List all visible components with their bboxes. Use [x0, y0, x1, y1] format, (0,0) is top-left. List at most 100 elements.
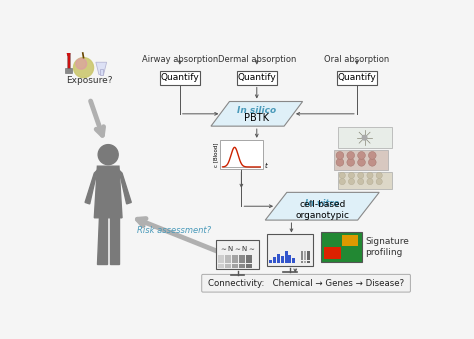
Text: Quantify: Quantify [160, 73, 199, 82]
Text: Quantify: Quantify [237, 73, 276, 82]
FancyBboxPatch shape [337, 71, 377, 84]
Bar [239, 255, 245, 259]
FancyBboxPatch shape [237, 71, 277, 84]
Bar [239, 259, 245, 263]
Text: Exposure?: Exposure? [66, 76, 113, 85]
Bar [218, 259, 224, 263]
Circle shape [347, 152, 355, 159]
Bar [65, 68, 72, 73]
Bar [218, 255, 224, 259]
Bar [225, 259, 231, 263]
Bar [301, 260, 303, 263]
Circle shape [368, 152, 376, 159]
Circle shape [368, 159, 376, 166]
Circle shape [76, 58, 87, 69]
Polygon shape [96, 62, 107, 75]
Bar [267, 234, 313, 266]
Bar [66, 53, 71, 70]
Circle shape [336, 159, 344, 166]
Bar [324, 247, 341, 259]
Bar [277, 254, 280, 263]
Circle shape [358, 179, 364, 185]
Bar [100, 69, 103, 75]
Circle shape [98, 145, 118, 165]
Bar [304, 260, 307, 263]
Polygon shape [66, 53, 71, 56]
Polygon shape [109, 216, 119, 264]
Text: Oral absorption: Oral absorption [324, 55, 390, 63]
Bar [216, 240, 259, 270]
Bar [307, 260, 310, 263]
Bar [225, 264, 231, 268]
Bar [239, 264, 245, 268]
Circle shape [348, 179, 355, 185]
Bar [301, 257, 303, 260]
Bar [342, 247, 358, 259]
Bar [337, 127, 392, 148]
Bar [334, 150, 388, 170]
Text: Quantify: Quantify [337, 73, 376, 82]
Bar [307, 254, 310, 257]
Bar [304, 254, 307, 257]
Bar [281, 256, 284, 263]
Bar [225, 255, 231, 259]
Circle shape [348, 172, 355, 179]
Text: Connectivity:   Chemical → Genes → Disease?: Connectivity: Chemical → Genes → Disease… [208, 279, 404, 288]
Bar [304, 251, 307, 254]
Bar [232, 264, 238, 268]
Bar [246, 255, 252, 259]
Circle shape [362, 135, 367, 140]
Polygon shape [265, 192, 379, 220]
Bar [307, 257, 310, 260]
Bar [301, 254, 303, 257]
Circle shape [367, 179, 373, 185]
Text: In vitro: In vitro [305, 199, 339, 208]
Bar [269, 260, 272, 263]
Circle shape [73, 58, 93, 78]
Polygon shape [85, 170, 97, 204]
Circle shape [358, 159, 365, 166]
Polygon shape [97, 216, 107, 264]
Polygon shape [119, 170, 131, 204]
Text: In silico: In silico [237, 106, 276, 115]
Bar [307, 251, 310, 254]
Bar [273, 257, 276, 263]
Text: t: t [264, 163, 267, 169]
Circle shape [347, 159, 355, 166]
Polygon shape [211, 101, 302, 126]
Circle shape [358, 152, 365, 159]
Bar [342, 235, 358, 245]
Circle shape [367, 172, 373, 179]
Text: Airway absorption: Airway absorption [142, 55, 218, 63]
Bar [246, 264, 252, 268]
Circle shape [336, 152, 344, 159]
Circle shape [376, 179, 383, 185]
Bar [292, 258, 295, 263]
Text: Signature
profiling: Signature profiling [365, 237, 409, 257]
Circle shape [339, 172, 346, 179]
Bar [218, 264, 224, 268]
Bar [288, 255, 292, 263]
Text: c [Blood]: c [Blood] [214, 142, 219, 167]
Text: Risk assessment?: Risk assessment? [137, 226, 211, 235]
Bar [232, 255, 238, 259]
Text: $\sim$N$\sim$N$\sim$: $\sim$N$\sim$N$\sim$ [219, 244, 255, 253]
Bar [337, 172, 392, 188]
Bar [220, 140, 263, 169]
Text: PBTK: PBTK [244, 113, 269, 123]
Text: Dermal absorption: Dermal absorption [218, 55, 296, 63]
FancyBboxPatch shape [202, 274, 410, 292]
Bar [246, 259, 252, 263]
Bar [324, 235, 341, 245]
Circle shape [339, 179, 346, 185]
Text: cell-based
organotypic: cell-based organotypic [295, 200, 349, 220]
Bar [284, 251, 288, 263]
Polygon shape [94, 166, 122, 218]
Circle shape [358, 172, 364, 179]
FancyBboxPatch shape [160, 71, 200, 84]
Bar [321, 233, 362, 262]
Bar [304, 257, 307, 260]
Bar [232, 259, 238, 263]
Bar [301, 251, 303, 254]
Circle shape [376, 172, 383, 179]
